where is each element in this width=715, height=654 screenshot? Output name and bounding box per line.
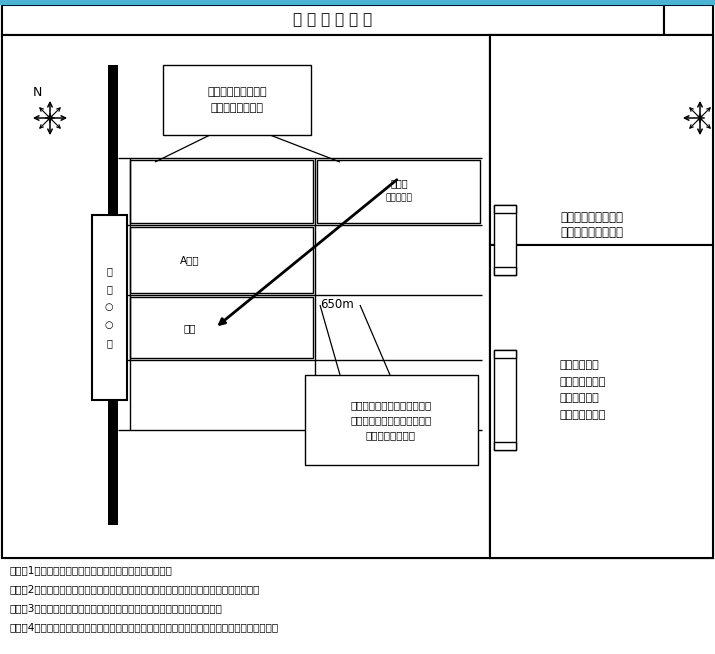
FancyArrowPatch shape <box>220 180 397 324</box>
Bar <box>664 5 713 35</box>
Bar <box>163 65 311 135</box>
Bar <box>494 442 516 450</box>
Bar <box>494 205 516 213</box>
Bar <box>494 350 516 358</box>
Text: 備考　1　別紙として、住宅地図のコピーを添付できる。: 備考 1 別紙として、住宅地図のコピーを添付できる。 <box>10 565 173 575</box>
Text: 目標となる地物を記
載してください。: 目標となる地物を記 載してください。 <box>207 87 267 113</box>
Bar <box>494 267 516 275</box>
Text: 使用の本拠の位置と保管場所
の位置を線で結び、距離を記
載してください。: 使用の本拠の位置と保管場所 の位置を線で結び、距離を記 載してください。 <box>350 400 432 439</box>
Bar <box>305 375 478 465</box>
Bar <box>108 65 118 525</box>
Text: 保管場所の平
確に記載してく
高さ制限のあ
高さも記入して: 保管場所の平 確に記載してく 高さ制限のあ 高さも記入して <box>560 360 606 420</box>
Text: 650m: 650m <box>320 298 354 311</box>
Bar <box>490 35 713 558</box>
Text: 2　保管場所に接する道路の幅員、保管場所の平面の寸法をメートルで記入する。: 2 保管場所に接する道路の幅員、保管場所の平面の寸法をメートルで記入する。 <box>10 584 260 594</box>
Text: N: N <box>32 86 41 99</box>
Bar <box>317 160 480 223</box>
Bar <box>490 245 713 558</box>
Text: 3　複数の自動車を保管する駐車場の場合は、保管場所を明示する。: 3 複数の自動車を保管する駐車場の場合は、保管場所を明示する。 <box>10 603 223 613</box>
Text: A銀行: A銀行 <box>180 255 199 265</box>
Bar <box>2 35 490 558</box>
Bar <box>92 215 127 400</box>
Bar <box>130 160 313 223</box>
Bar <box>130 227 313 293</box>
Bar <box>494 205 516 275</box>
Bar <box>0 0 715 5</box>
Bar <box>2 5 713 558</box>
Text: 自宅: 自宅 <box>184 323 196 333</box>
Text: パーキング: パーキング <box>385 194 413 203</box>
Text: 4　使用の本拠の位置（自宅等）と保管場所の位置との間を線で結んで距離を記入する。: 4 使用の本拠の位置（自宅等）と保管場所の位置との間を線で結んで距離を記入する。 <box>10 622 279 632</box>
Bar <box>490 35 713 245</box>
Bar <box>2 5 664 35</box>
Text: 名
鉄
○
○
駅: 名 鉄 ○ ○ 駅 <box>105 266 113 348</box>
Text: 図面、文字とも大き
判りやすく記載して: 図面、文字とも大き 判りやすく記載して <box>560 211 623 239</box>
Bar <box>494 350 516 450</box>
Text: 所 在 図 記 載 欄: 所 在 図 記 載 欄 <box>293 12 373 27</box>
Bar <box>130 297 313 358</box>
Text: 丸の内: 丸の内 <box>390 178 408 188</box>
